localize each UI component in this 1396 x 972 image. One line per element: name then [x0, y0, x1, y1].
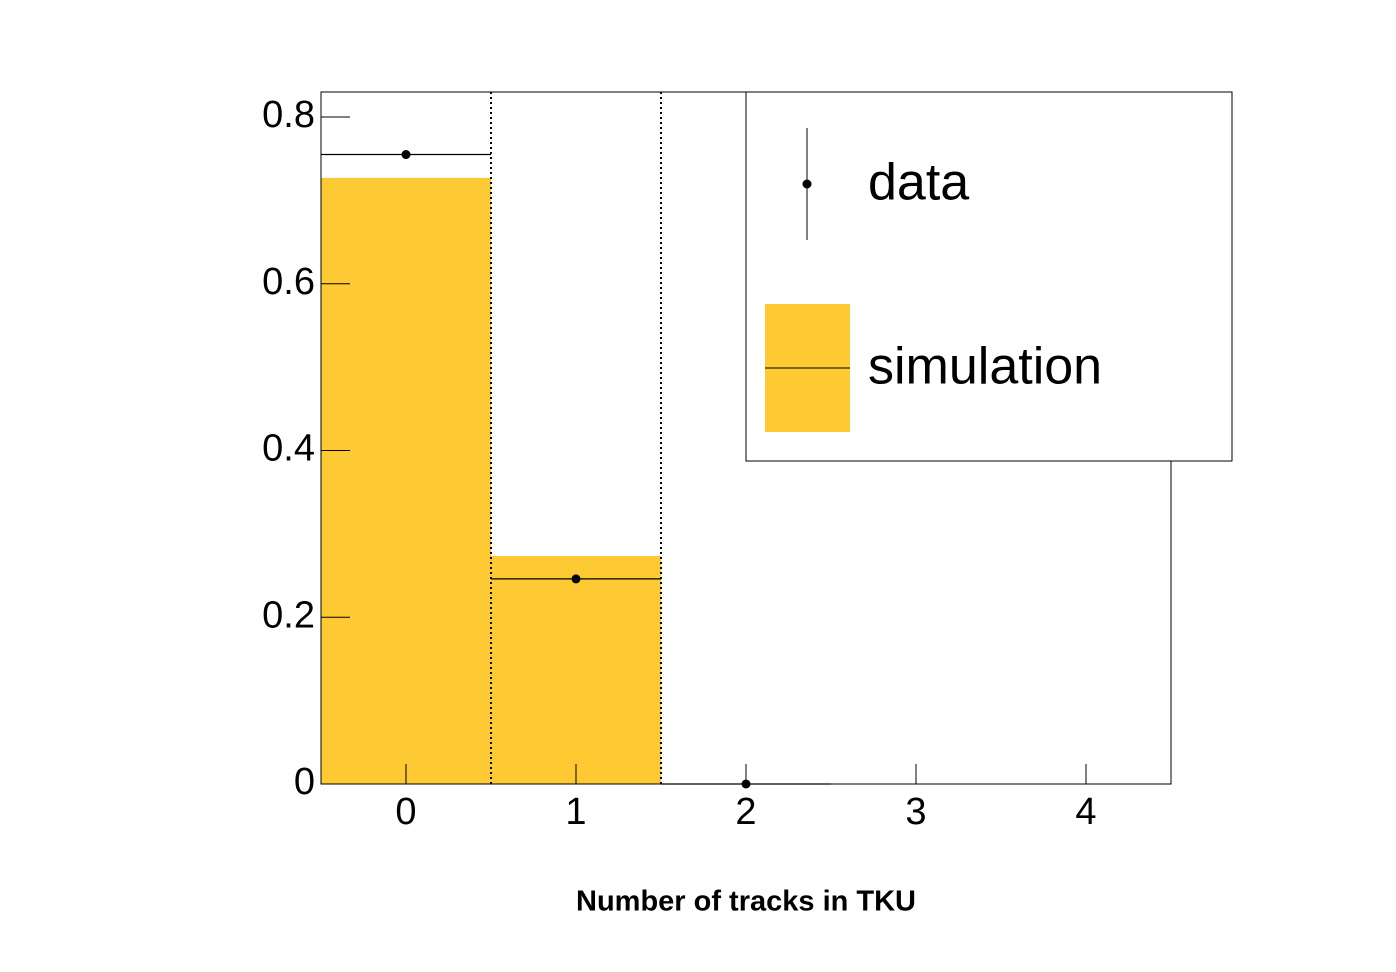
x-tick-label: 3: [905, 791, 926, 833]
y-tick-label: 0.6: [262, 261, 315, 303]
histogram-bar: [321, 177, 491, 784]
x-tick-label: 2: [735, 791, 756, 833]
y-tick-label: 0.8: [262, 94, 315, 136]
x-tick-label: 0: [395, 791, 416, 833]
histogram-bar: [491, 555, 661, 784]
legend-label: simulation: [868, 338, 1102, 396]
legend-label: data: [868, 154, 969, 212]
data-point: [571, 574, 581, 584]
data-point: [401, 150, 411, 160]
x-tick-label: 4: [1075, 791, 1096, 833]
x-axis-label: Number of tracks in TKU: [576, 886, 916, 918]
x-tick-label: 1: [565, 791, 586, 833]
y-tick-label: 0.4: [262, 428, 315, 470]
y-tick-label: 0.2: [262, 594, 315, 636]
legend-marker: [802, 179, 812, 189]
y-tick-label: 0: [294, 761, 315, 803]
